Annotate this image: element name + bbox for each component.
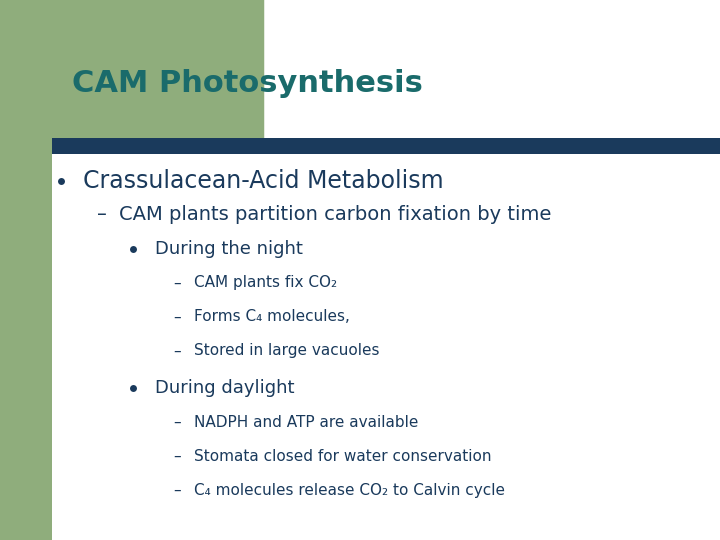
Text: NADPH and ATP are available: NADPH and ATP are available bbox=[194, 415, 419, 430]
Text: –: – bbox=[173, 449, 181, 464]
Text: Crassulacean-Acid Metabolism: Crassulacean-Acid Metabolism bbox=[83, 169, 444, 193]
Text: Stored in large vacuoles: Stored in large vacuoles bbox=[194, 343, 380, 359]
Text: Stomata closed for water conservation: Stomata closed for water conservation bbox=[194, 449, 492, 464]
Text: –: – bbox=[173, 275, 181, 291]
Text: During daylight: During daylight bbox=[155, 380, 294, 397]
Text: –: – bbox=[173, 343, 181, 359]
Text: CAM Photosynthesis: CAM Photosynthesis bbox=[72, 69, 423, 98]
Text: –: – bbox=[173, 309, 181, 325]
Text: Forms C₄ molecules,: Forms C₄ molecules, bbox=[194, 309, 350, 325]
Text: During the night: During the night bbox=[155, 240, 302, 258]
Text: –: – bbox=[97, 205, 107, 225]
Text: CAM plants partition carbon fixation by time: CAM plants partition carbon fixation by … bbox=[119, 205, 552, 225]
Text: C₄ molecules release CO₂ to Calvin cycle: C₄ molecules release CO₂ to Calvin cycle bbox=[194, 483, 505, 498]
Text: –: – bbox=[173, 415, 181, 430]
Bar bbox=[52, 138, 720, 154]
Bar bbox=[0, 0, 52, 540]
Text: –: – bbox=[173, 483, 181, 498]
FancyBboxPatch shape bbox=[41, 0, 264, 148]
Text: CAM plants fix CO₂: CAM plants fix CO₂ bbox=[194, 275, 338, 291]
